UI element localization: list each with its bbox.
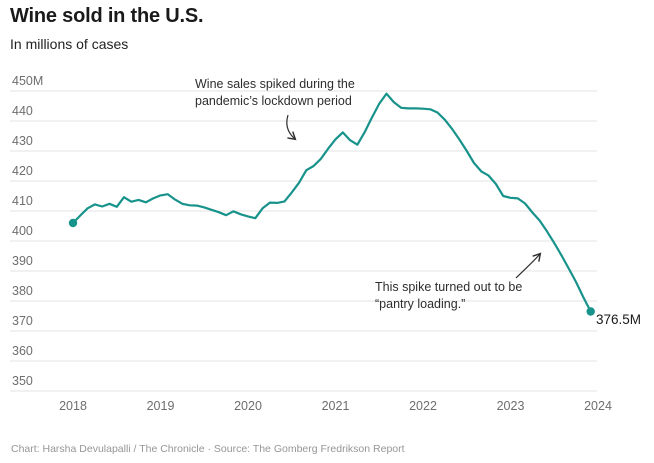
svg-text:2018: 2018 bbox=[59, 399, 87, 413]
svg-text:410: 410 bbox=[12, 194, 33, 208]
annotation-lockdown-line2: pandemic’s lockdown period bbox=[195, 94, 352, 108]
svg-text:380: 380 bbox=[12, 284, 33, 298]
svg-text:2024: 2024 bbox=[584, 399, 612, 413]
svg-text:2020: 2020 bbox=[234, 399, 262, 413]
annotation-pantry-loading: This spike turned out to be “pantry load… bbox=[375, 279, 522, 313]
annotation-lockdown-line1: Wine sales spiked during the bbox=[195, 77, 355, 91]
svg-text:2023: 2023 bbox=[497, 399, 525, 413]
svg-text:370: 370 bbox=[12, 314, 33, 328]
end-value-label: 376.5M bbox=[596, 312, 642, 327]
svg-text:420: 420 bbox=[12, 164, 33, 178]
annotation-pantry-line1: This spike turned out to be bbox=[375, 280, 523, 294]
footer-credit: Chart: Harsha Devulapalli / The Chronicl… bbox=[11, 443, 405, 455]
svg-text:400: 400 bbox=[12, 224, 33, 238]
svg-text:2022: 2022 bbox=[409, 399, 437, 413]
svg-text:440: 440 bbox=[12, 104, 33, 118]
svg-text:2021: 2021 bbox=[322, 399, 350, 413]
svg-text:430: 430 bbox=[12, 134, 33, 148]
svg-text:360: 360 bbox=[12, 344, 33, 358]
chart-subtitle: In millions of cases bbox=[10, 36, 129, 52]
annotation-pantry-line2: “pantry loading.” bbox=[375, 297, 466, 311]
svg-text:390: 390 bbox=[12, 254, 33, 268]
svg-text:350: 350 bbox=[12, 374, 33, 388]
svg-text:2019: 2019 bbox=[147, 399, 175, 413]
annotation-lockdown: Wine sales spiked during the pandemic’s … bbox=[195, 76, 355, 110]
chart-title: Wine sold in the U.S. bbox=[10, 5, 204, 27]
svg-text:450M: 450M bbox=[12, 74, 43, 88]
